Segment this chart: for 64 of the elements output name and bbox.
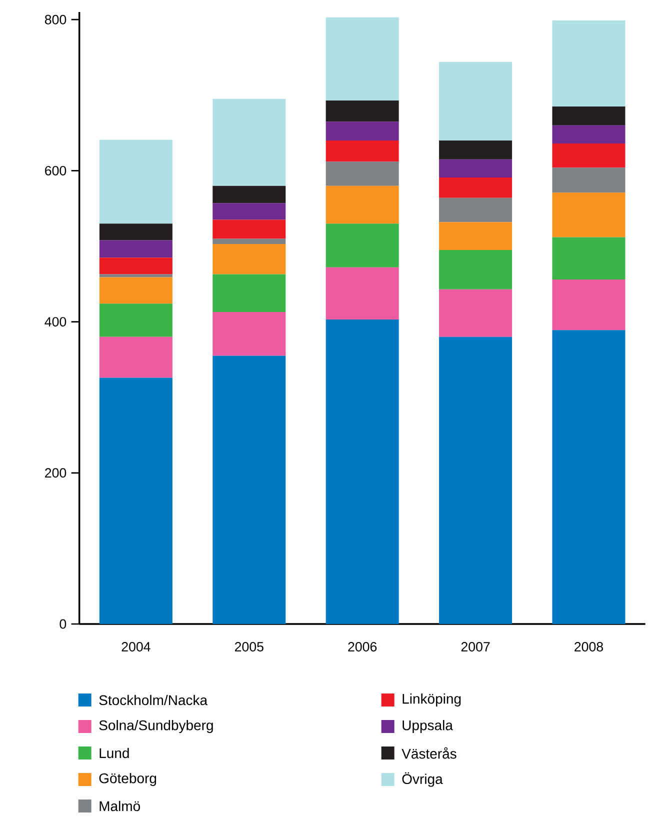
bar (99, 378, 172, 624)
bar (212, 203, 286, 220)
legend-label: Lund (100, 748, 129, 758)
bar (99, 304, 172, 337)
legend-label: Övriga (402, 772, 443, 787)
y-tick-label: 400 (44, 317, 66, 327)
bar (326, 224, 399, 268)
bar (326, 320, 399, 624)
bar (326, 122, 399, 140)
y-tick-label: 600 (44, 166, 66, 176)
bar (326, 17, 399, 100)
bar (552, 106, 626, 126)
y-tick-label: 200 (44, 468, 66, 478)
bar (438, 336, 512, 624)
bar (438, 222, 512, 250)
bar (99, 258, 172, 274)
bar (212, 98, 286, 186)
bar (438, 178, 512, 198)
legend-label: Solna/Sundbyberg (99, 720, 213, 734)
bar (99, 277, 172, 304)
y-tick-label: 0 (60, 619, 66, 629)
legend-label: Göteborg (99, 772, 156, 786)
bar (326, 100, 399, 122)
bar (438, 140, 512, 160)
bar (212, 244, 286, 274)
bar (99, 240, 172, 258)
bar (438, 159, 512, 178)
legend-label: Stockholm/Nacka (99, 694, 208, 706)
bar (552, 125, 626, 144)
x-tick-label: 2007 (461, 642, 490, 652)
bar (552, 192, 626, 238)
bar (438, 289, 512, 337)
bar (552, 168, 626, 193)
bar (212, 312, 286, 356)
bar (438, 250, 512, 290)
bar (438, 62, 512, 140)
bar (99, 336, 172, 378)
bar (326, 162, 399, 186)
bar (212, 186, 286, 204)
bar (438, 198, 512, 222)
bar (326, 140, 399, 162)
bar (552, 20, 626, 106)
x-tick-label: 2005 (234, 642, 264, 652)
legend-label: Linköping (402, 693, 460, 707)
bar (212, 356, 286, 624)
bar (552, 237, 626, 280)
legend-label: Västerås (402, 747, 456, 759)
bar (326, 186, 399, 224)
legend-label: Malmö (100, 800, 140, 812)
bar (212, 274, 286, 312)
bar (552, 330, 626, 624)
bar (212, 220, 286, 239)
bar (212, 238, 286, 244)
x-tick-label: 2004 (122, 642, 150, 652)
bar (99, 224, 172, 240)
bar (99, 274, 172, 278)
bar (99, 140, 172, 224)
legend-label: Uppsala (402, 720, 453, 734)
bar (326, 267, 399, 320)
x-tick-label: 2008 (574, 642, 603, 652)
x-tick-label: 2006 (348, 642, 376, 652)
y-tick-label: 800 (44, 14, 66, 24)
bar (552, 144, 626, 168)
bar (552, 279, 626, 330)
